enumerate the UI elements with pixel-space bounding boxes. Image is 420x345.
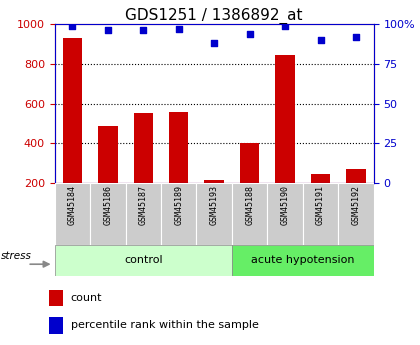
- Bar: [303, 183, 339, 245]
- Text: GSM45191: GSM45191: [316, 185, 325, 225]
- Point: [69, 23, 76, 29]
- Point: [282, 23, 289, 29]
- Bar: [232, 183, 268, 245]
- Bar: [63, 38, 82, 183]
- Bar: [268, 183, 303, 245]
- Point: [246, 31, 253, 37]
- Bar: [169, 112, 189, 183]
- Point: [140, 28, 147, 33]
- Text: GSM45186: GSM45186: [103, 185, 112, 225]
- Bar: [232, 245, 374, 276]
- Text: GSM45184: GSM45184: [68, 185, 77, 225]
- Text: GSM45190: GSM45190: [281, 185, 290, 225]
- Text: control: control: [124, 256, 163, 265]
- Bar: [276, 55, 295, 183]
- Bar: [49, 317, 63, 334]
- Bar: [339, 183, 374, 245]
- Text: acute hypotension: acute hypotension: [251, 256, 354, 265]
- Point: [317, 37, 324, 43]
- Bar: [90, 183, 126, 245]
- Bar: [134, 114, 153, 183]
- Point: [105, 28, 111, 33]
- Bar: [49, 289, 63, 306]
- Text: stress: stress: [1, 251, 32, 261]
- Text: count: count: [71, 293, 102, 303]
- Bar: [205, 180, 224, 183]
- Title: GDS1251 / 1386892_at: GDS1251 / 1386892_at: [126, 8, 303, 24]
- Bar: [346, 169, 366, 183]
- Text: GSM45188: GSM45188: [245, 185, 254, 225]
- Bar: [98, 126, 118, 183]
- Bar: [126, 183, 161, 245]
- Bar: [197, 183, 232, 245]
- Text: GSM45192: GSM45192: [352, 185, 360, 225]
- Point: [176, 26, 182, 32]
- Bar: [161, 183, 197, 245]
- Point: [211, 40, 218, 46]
- Text: GSM45189: GSM45189: [174, 185, 183, 225]
- Text: GSM45193: GSM45193: [210, 185, 219, 225]
- Bar: [55, 183, 90, 245]
- Text: percentile rank within the sample: percentile rank within the sample: [71, 321, 258, 331]
- Bar: [311, 174, 331, 183]
- Point: [353, 34, 360, 40]
- Bar: [55, 245, 232, 276]
- Bar: [240, 143, 260, 183]
- Text: GSM45187: GSM45187: [139, 185, 148, 225]
